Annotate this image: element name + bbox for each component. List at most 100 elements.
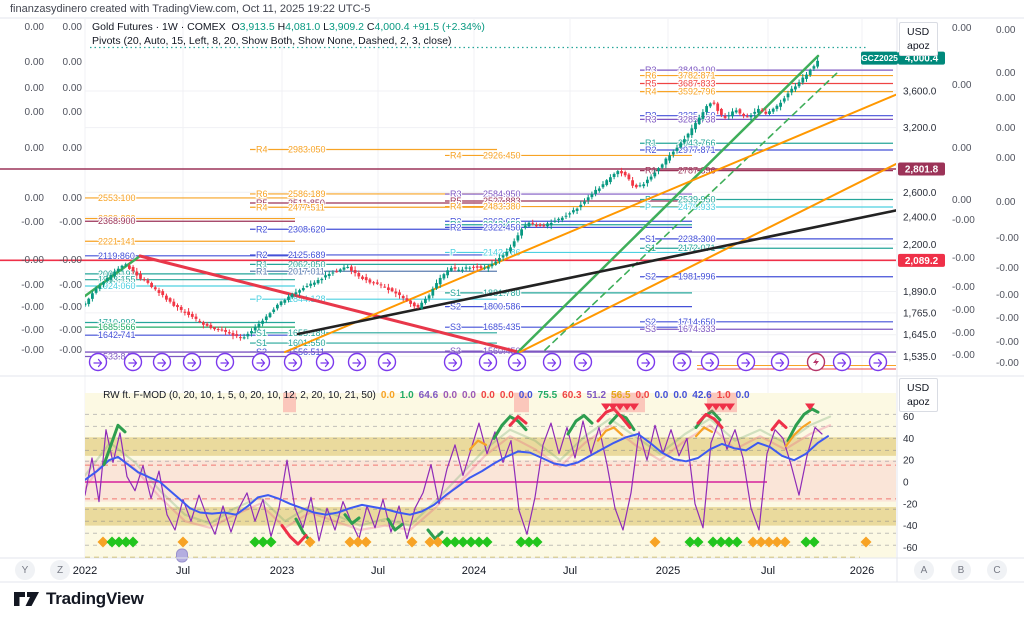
svg-text:0.00: 0.00 <box>25 107 45 118</box>
sell-triangle-icon <box>805 403 815 411</box>
replay-marker-icon <box>88 352 108 372</box>
price-tick-label: 2,400.0 <box>903 213 937 224</box>
svg-text:0.00: 0.00 <box>25 22 45 33</box>
svg-text:0.00: 0.00 <box>63 143 83 154</box>
svg-text:-0.00: -0.00 <box>59 345 82 356</box>
signal-zone-box <box>283 392 296 413</box>
legend-part: Gold Futures <box>92 21 153 33</box>
orange-diamond-icon <box>304 536 316 548</box>
replay-marker-icon <box>215 352 235 372</box>
trend-line <box>138 254 520 354</box>
replay-marker-icon <box>315 352 335 372</box>
green-diamond-icon <box>449 536 461 548</box>
pivot-tag: S2 <box>450 302 461 312</box>
indicator-value: 0.0 <box>673 390 688 401</box>
axis-button-a[interactable]: A <box>914 560 934 580</box>
orange-diamond-icon <box>352 536 364 548</box>
pivot-value: 3849.100 <box>678 65 716 75</box>
pivot-value: 2119.860 <box>98 251 135 261</box>
price-tick-label: 3,200.0 <box>903 123 937 134</box>
indicator-value: 1.0 <box>716 390 731 401</box>
orange-diamond-icon <box>763 536 775 548</box>
pivot-tag: R6 <box>645 71 657 81</box>
pivot-value: 2017.011 <box>288 266 325 276</box>
svg-text:0.00: 0.00 <box>952 143 972 154</box>
green-diamond-icon <box>120 536 132 548</box>
axis-button-y[interactable]: Y <box>15 560 35 580</box>
time-scale[interactable]: 2022 Jul 2023 Jul 2024 Jul 2025 Jul 2026 <box>73 565 874 577</box>
pivot-tag: R2 <box>256 224 268 234</box>
svg-text:-0.00: -0.00 <box>59 325 82 336</box>
oscillator-legend[interactable]: RW ft. F-MOD (0, 20, 10, 1, 5, 0, 20, 10… <box>92 379 750 412</box>
svg-text:0.00: 0.00 <box>25 83 45 94</box>
orange-diamond-icon <box>177 536 189 548</box>
axis-unit-currency: USD <box>907 382 930 394</box>
green-diamond-icon <box>723 536 735 548</box>
oscillator-tick-label: 20 <box>903 456 915 467</box>
replay-marker-icon <box>507 352 527 372</box>
pivot-tag: R4 <box>256 144 268 154</box>
oscillator-markers[interactable] <box>97 392 872 563</box>
symbol-legend[interactable]: Gold Futures · 1W · COMEX O3,913.5 H4,08… <box>92 21 485 33</box>
pivot-tag: R4 <box>450 150 462 160</box>
pivot-value: 2977.871 <box>678 145 716 155</box>
svg-text:-0.00: -0.00 <box>21 217 44 228</box>
price-badge <box>898 162 945 176</box>
svg-text:-0.00: -0.00 <box>996 313 1019 324</box>
axis-button-z[interactable]: Z <box>50 560 70 580</box>
indicator-value: 0.0 <box>735 390 750 401</box>
main-price-axis-unit-box: USD apoz <box>899 22 938 56</box>
pivot-levels: 2553.1002389.3832368.9002221.1412119.860… <box>0 46 896 370</box>
pivot-tag: R4 <box>450 202 462 212</box>
axis-button-c[interactable]: C <box>987 560 1007 580</box>
pivot-tag: S1 <box>256 338 267 348</box>
trend-lines[interactable] <box>85 54 903 354</box>
green-diamond-icon <box>692 536 704 548</box>
pivot-value: 2477.511 <box>288 202 325 212</box>
replay-marker-icon <box>347 352 367 372</box>
tradingview-logo-icon <box>14 592 39 606</box>
tradingview-logo[interactable]: TradingView <box>14 589 144 609</box>
sell-triangle-icon <box>629 403 639 411</box>
svg-text:0.00: 0.00 <box>63 22 83 33</box>
trend-line <box>296 209 896 336</box>
oscillator-series <box>85 407 832 546</box>
pivot-value: 1714.650 <box>678 317 716 327</box>
pivots-indicator-legend[interactable]: Pivots (20, Auto, 15, Left, 8, 20, Show … <box>92 35 452 47</box>
svg-text:-0.00: -0.00 <box>952 305 975 316</box>
replay-marker-icon <box>636 352 656 372</box>
oscillator-tick-label: 60 <box>903 412 915 423</box>
indicator-value: 64.6 <box>418 390 439 401</box>
pivot-tag: R4 <box>645 87 657 97</box>
event-markers-row[interactable] <box>88 352 888 372</box>
time-tick-label: 2024 <box>462 565 486 577</box>
price-scale[interactable]: 3,600.0 3,200.0 2,600.0 2,400.0 2,200.0 1,890… <box>861 51 945 554</box>
green-diamond-icon <box>808 536 820 548</box>
replay-marker-icon <box>377 352 397 372</box>
pivot-tag: R5 <box>256 198 268 208</box>
pivot-value: 3687.833 <box>678 78 716 88</box>
pivot-value: 1642.741 <box>98 330 136 340</box>
indicator-value: 60.3 <box>562 390 582 401</box>
orange-diamond-icon <box>432 536 444 548</box>
pause-marker-icon <box>176 548 188 563</box>
green-diamond-icon <box>127 536 139 548</box>
green-diamond-icon <box>441 536 453 548</box>
green-diamond-icon <box>523 536 535 548</box>
pivot-tag: R1 <box>645 138 657 148</box>
orange-diamond-icon <box>860 536 872 548</box>
green-diamond-icon <box>106 536 118 548</box>
pivot-tag: S1 <box>645 234 656 244</box>
pivot-value: 3285.738 <box>678 114 716 124</box>
svg-text:-0.00: -0.00 <box>996 337 1019 348</box>
candlestick-series <box>85 57 819 341</box>
svg-text:-0.00: -0.00 <box>996 290 1019 301</box>
pivot-value: 2983.050 <box>288 144 326 154</box>
replay-marker-icon <box>736 352 756 372</box>
pivot-tag: R2 <box>645 145 657 155</box>
axis-button-b[interactable]: B <box>951 560 971 580</box>
indicator-value: 0.0 <box>499 390 514 401</box>
svg-text:0.00: 0.00 <box>25 193 45 204</box>
